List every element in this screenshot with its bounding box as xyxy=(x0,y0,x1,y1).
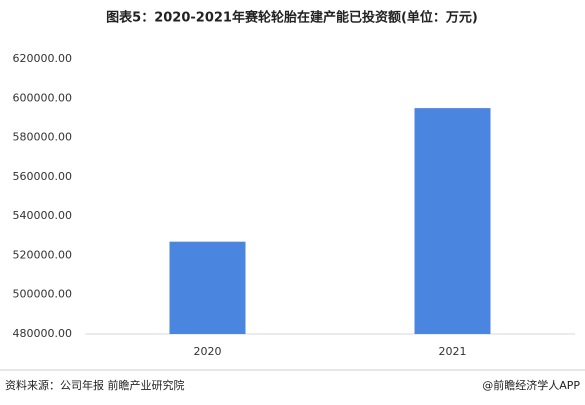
y-tick-label: 480000.00 xyxy=(13,327,73,340)
y-tick-label: 500000.00 xyxy=(13,288,73,301)
x-tick-label: 2021 xyxy=(439,345,467,358)
bar xyxy=(414,108,491,334)
y-tick-label: 620000.00 xyxy=(13,52,73,65)
x-tick-label: 2020 xyxy=(194,345,222,358)
y-tick-label: 580000.00 xyxy=(13,131,73,144)
y-tick-label: 600000.00 xyxy=(13,91,73,104)
bar xyxy=(169,241,246,334)
source: 资料来源：公司年报 前瞻产业研究院 xyxy=(5,378,185,392)
chart-title: 图表5：2020-2021年赛轮轮胎在建产能已投资额(单位：万元) xyxy=(106,10,478,26)
y-tick-label: 560000.00 xyxy=(13,170,73,183)
y-tick-label: 540000.00 xyxy=(13,209,73,222)
y-tick-label: 520000.00 xyxy=(13,248,73,261)
credit: @前瞻经济学人APP xyxy=(482,378,580,392)
